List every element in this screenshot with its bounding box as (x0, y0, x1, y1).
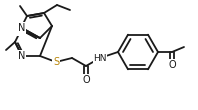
Text: O: O (168, 60, 176, 70)
Text: N: N (18, 23, 26, 33)
Text: O: O (82, 75, 90, 85)
Text: N: N (18, 51, 26, 61)
Text: S: S (17, 25, 23, 35)
Text: S: S (53, 57, 59, 67)
Text: HN: HN (93, 53, 107, 62)
